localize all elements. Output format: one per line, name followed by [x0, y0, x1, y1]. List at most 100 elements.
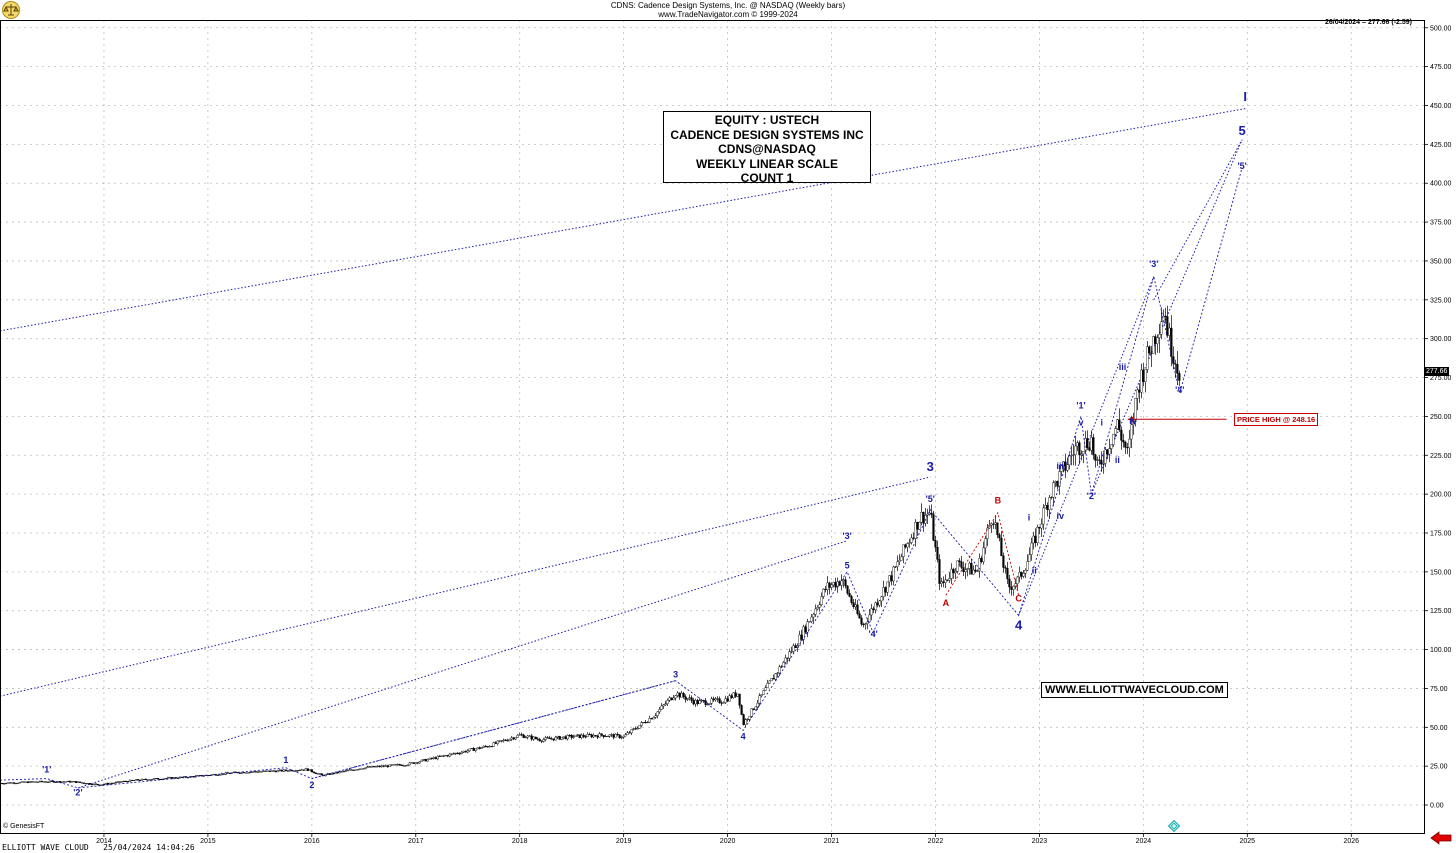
candle-body — [750, 708, 753, 717]
wave-label: ii — [1032, 565, 1037, 575]
candle-body — [808, 621, 811, 623]
candle-body — [650, 718, 653, 720]
candle-body — [48, 780, 52, 783]
wave-label: 3 — [673, 670, 678, 680]
candle-body — [270, 770, 273, 772]
candle-body — [310, 769, 313, 773]
candle-body — [856, 604, 859, 614]
candle-body — [874, 602, 877, 611]
candle-body — [452, 753, 455, 755]
candle-body — [948, 578, 951, 581]
candle-body — [574, 734, 577, 738]
candle-body — [356, 769, 359, 771]
wave-label: '1' — [42, 764, 51, 774]
candle-body — [938, 559, 941, 584]
candle-body — [376, 765, 379, 767]
candle-body — [430, 757, 433, 759]
candle-body — [46, 781, 50, 783]
candle-body — [1118, 419, 1121, 431]
candle-body — [448, 753, 451, 757]
candle-body — [936, 547, 939, 560]
candle-body — [550, 738, 553, 740]
candle-body — [982, 547, 985, 562]
candle-body — [378, 765, 381, 768]
candle-body — [782, 662, 785, 667]
candle-body — [1112, 433, 1115, 445]
y-tick-label: 125.00 — [1430, 608, 1452, 615]
candle-body — [82, 782, 86, 784]
candle-body — [216, 774, 219, 776]
candle-body — [622, 735, 625, 738]
x-tick-label: 2016 — [304, 838, 320, 845]
candle-body — [588, 733, 591, 735]
candle-body — [968, 562, 971, 569]
candle-body — [4, 782, 8, 784]
candle-body — [916, 521, 919, 530]
candle-body — [396, 764, 399, 766]
last-price-info: 26/04/2024 = 277.66 (-2.59) — [1325, 19, 1412, 26]
y-tick-label: 300.00 — [1430, 336, 1452, 343]
candle-body — [804, 626, 807, 633]
candle-body — [568, 734, 571, 736]
info-line: WEEKLY LINEAR SCALE — [695, 156, 839, 171]
candle-body — [218, 774, 221, 776]
candle-body — [290, 769, 293, 772]
wave-label: ii — [1115, 455, 1120, 465]
candle-body — [922, 512, 925, 524]
wave-label: iii — [1056, 461, 1064, 471]
candle-body — [304, 768, 307, 771]
candle-body — [810, 616, 813, 622]
candle-body — [1032, 535, 1035, 544]
candle-body — [348, 769, 351, 771]
candle-body — [1012, 585, 1015, 590]
candle-body — [424, 759, 427, 762]
candle-body — [354, 769, 357, 771]
candle-body — [562, 736, 565, 738]
red-arrow-icon[interactable] — [1430, 831, 1452, 845]
candle-body — [826, 582, 829, 590]
candle-body — [572, 736, 575, 738]
candle-body — [112, 782, 116, 784]
y-tick-label: 100.00 — [1430, 647, 1452, 654]
candle-body — [1126, 447, 1129, 449]
candle-body — [438, 755, 441, 757]
candle-body — [284, 769, 287, 771]
candle-body — [1094, 454, 1097, 461]
candle-body — [898, 560, 901, 562]
candle-body — [834, 582, 837, 588]
candle-body — [518, 734, 521, 736]
candle-body — [454, 752, 457, 754]
candle-body — [620, 737, 623, 739]
candle-body — [680, 692, 683, 698]
wave-label: '5' — [926, 494, 935, 504]
candle-body — [32, 781, 36, 783]
candle-body — [276, 770, 279, 773]
candle-body — [522, 734, 525, 738]
candle-body — [458, 753, 461, 755]
candle-body — [18, 782, 22, 784]
candle-body — [932, 514, 935, 541]
wave-label: iv — [1129, 416, 1137, 426]
candle-body — [934, 540, 937, 548]
candle-body — [320, 773, 323, 776]
candle-body — [702, 700, 705, 702]
candle-body — [426, 759, 429, 762]
cyan-diamond-icon[interactable] — [1167, 819, 1181, 833]
info-line: CADENCE DESIGN SYSTEMS INC — [670, 127, 864, 142]
candle-body — [626, 732, 629, 735]
candle-body — [14, 783, 18, 785]
candle-body — [1154, 336, 1157, 344]
candle-body — [38, 780, 42, 783]
y-tick-label: 500.00 — [1430, 25, 1452, 32]
candle-body — [720, 702, 723, 704]
price-high-label: PRICE HIGH @ 248.16 — [1234, 413, 1319, 426]
wave-label: '5' — [1237, 161, 1246, 171]
candle-body — [1150, 352, 1153, 354]
candle-body — [730, 695, 733, 698]
candle-body — [876, 602, 879, 606]
candle-body — [130, 779, 134, 781]
y-tick-label: 225.00 — [1430, 453, 1452, 460]
candle-body — [692, 700, 695, 705]
candle-body — [156, 778, 160, 780]
x-tick-label: 2020 — [720, 838, 736, 845]
